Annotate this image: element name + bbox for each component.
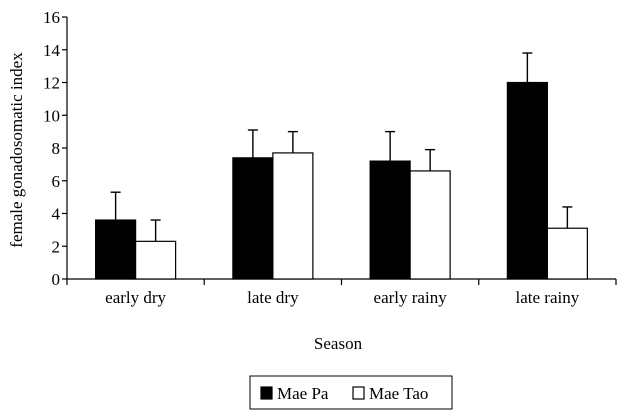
y-tick-label: 10 <box>43 106 60 125</box>
y-tick-label: 12 <box>43 74 60 93</box>
bar-mae-tao <box>409 170 451 280</box>
bar-mae-pa <box>232 157 274 280</box>
bar-mae-tao <box>546 227 588 280</box>
legend: Mae Pa Mae Tao <box>249 375 453 410</box>
category-label: early rainy <box>374 288 448 307</box>
category-label: late dry <box>247 288 299 307</box>
y-tick-label: 6 <box>52 172 61 191</box>
y-tick-label: 8 <box>52 139 61 158</box>
bar-mae-tao <box>135 240 177 280</box>
bars <box>95 52 588 280</box>
legend-swatch-mae-pa <box>260 386 273 400</box>
y-tick-label: 16 <box>43 8 60 27</box>
y-tick-label: 14 <box>43 41 61 60</box>
y-axis-title: female gonadosomatic index <box>7 52 26 248</box>
x-axis-title: Season <box>314 334 363 353</box>
legend-label: Mae Pa <box>277 384 329 403</box>
legend-swatch-mae-tao <box>352 386 365 400</box>
y-tick-label: 2 <box>52 237 61 256</box>
bar-mae-pa <box>506 81 548 280</box>
legend-box <box>249 375 453 410</box>
bar-mae-pa <box>95 219 137 280</box>
legend-label: Mae Tao <box>369 384 428 403</box>
category-label: late rainy <box>516 288 580 307</box>
y-tick-label: 4 <box>52 205 61 224</box>
y-axis: 0 2 4 6 8 10 12 14 16 <box>43 8 68 289</box>
x-axis: early dry late dry early rainy late rainy <box>66 278 617 307</box>
bar-mae-pa <box>369 160 411 280</box>
y-tick-label: 0 <box>52 270 61 289</box>
bar-mae-tao <box>272 152 314 280</box>
category-label: early dry <box>105 288 166 307</box>
